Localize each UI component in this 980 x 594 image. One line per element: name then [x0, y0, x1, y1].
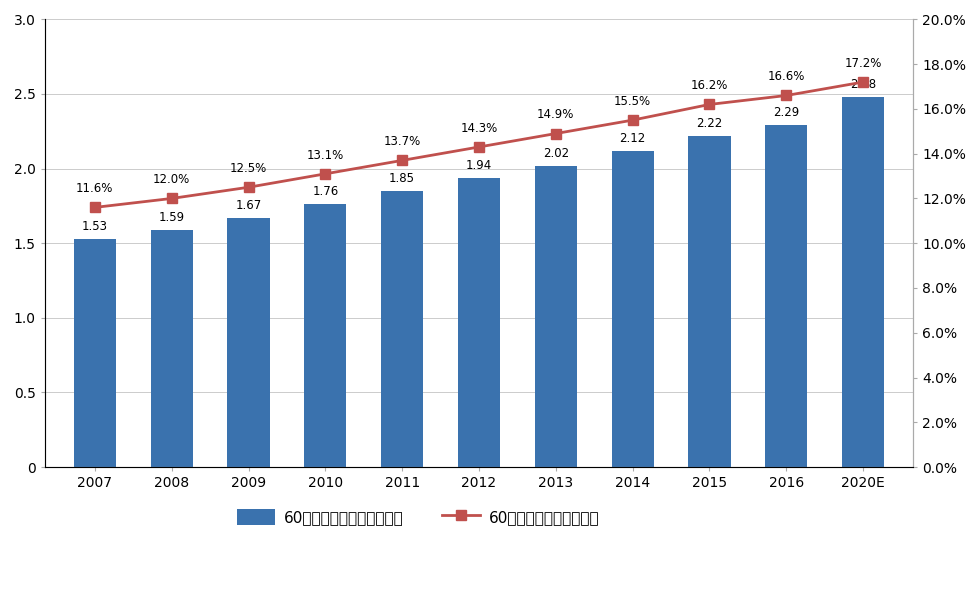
Text: 1.76: 1.76	[313, 185, 338, 198]
Text: 13.1%: 13.1%	[307, 148, 344, 162]
Bar	[765, 125, 808, 467]
Text: 2.29: 2.29	[773, 106, 800, 119]
Text: 1.53: 1.53	[82, 220, 108, 233]
Bar	[381, 191, 423, 467]
Text: 14.9%: 14.9%	[537, 108, 574, 121]
Text: 1.67: 1.67	[235, 199, 262, 212]
Bar	[688, 136, 731, 467]
Bar	[535, 166, 577, 467]
Text: 12.5%: 12.5%	[230, 162, 268, 175]
Bar	[74, 239, 116, 467]
Text: 1.59: 1.59	[159, 211, 185, 224]
Bar	[458, 178, 500, 467]
Text: 11.6%: 11.6%	[76, 182, 114, 195]
Text: 1.85: 1.85	[389, 172, 416, 185]
Text: 12.0%: 12.0%	[153, 173, 190, 186]
Text: 16.2%: 16.2%	[691, 79, 728, 92]
Text: 13.7%: 13.7%	[383, 135, 420, 148]
Text: 16.6%: 16.6%	[767, 70, 805, 83]
Text: 2.22: 2.22	[697, 117, 722, 130]
Bar	[227, 218, 270, 467]
Text: 2.48: 2.48	[850, 78, 876, 91]
Text: 17.2%: 17.2%	[845, 57, 882, 69]
Text: 1.94: 1.94	[466, 159, 492, 172]
Bar	[151, 230, 193, 467]
Legend: 60岁以上人口数量（亿人）, 60岁以上人口比重（％）: 60岁以上人口数量（亿人）, 60岁以上人口比重（％）	[230, 503, 606, 531]
Text: 14.3%: 14.3%	[461, 122, 498, 135]
Text: 15.5%: 15.5%	[614, 95, 652, 108]
Bar	[612, 151, 654, 467]
Text: 2.12: 2.12	[619, 132, 646, 145]
Bar	[304, 204, 347, 467]
Text: 2.02: 2.02	[543, 147, 569, 160]
Bar	[842, 97, 884, 467]
